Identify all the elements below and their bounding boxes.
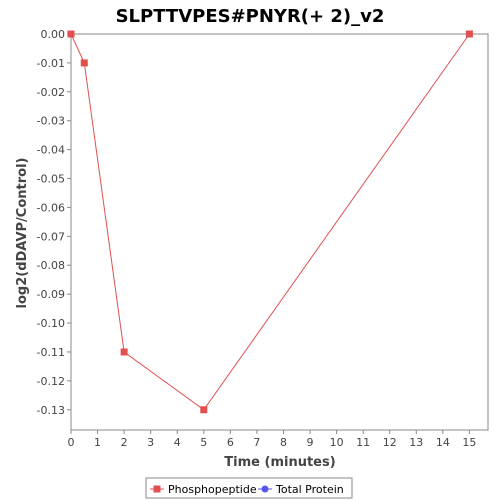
y-tick-label: -0.07: [37, 230, 65, 243]
legend: Phosphopeptide Total Protein: [145, 477, 353, 499]
x-tick-label: 6: [227, 436, 234, 449]
series-layer: [67, 30, 473, 414]
y-axis-label: log2(dDAVP/Control): [15, 158, 30, 309]
x-tick-label: 13: [409, 436, 423, 449]
data-point: [120, 348, 128, 356]
x-tick-label: 2: [121, 436, 128, 449]
x-tick-label: 11: [356, 436, 370, 449]
x-tick-label: 0: [68, 436, 75, 449]
x-tick-label: 3: [147, 436, 154, 449]
legend-marker-circle: [261, 485, 269, 493]
x-tick-label: 9: [307, 436, 314, 449]
x-tick-label: 4: [174, 436, 181, 449]
x-tick-label: 8: [280, 436, 287, 449]
legend-box: [145, 477, 353, 499]
legend-label: Phosphopeptide: [168, 483, 257, 496]
x-tick-label: 10: [330, 436, 344, 449]
y-tick-label: -0.08: [37, 259, 65, 272]
legend-label: Total Protein: [275, 483, 344, 496]
x-axis: 0 1 2 3 4 5 6 7 8 9 10 11 12 13 14 15: [68, 430, 476, 449]
y-tick-label: -0.02: [37, 86, 65, 99]
y-tick-label: -0.11: [37, 346, 65, 359]
data-point: [67, 30, 75, 38]
x-tick-label: 12: [383, 436, 397, 449]
x-tick-label: 15: [462, 436, 476, 449]
x-tick-label: 7: [253, 436, 260, 449]
y-tick-label: -0.04: [37, 144, 65, 157]
data-point: [465, 30, 473, 38]
y-tick-label: -0.06: [37, 201, 65, 214]
y-tick-label: -0.05: [37, 173, 65, 186]
data-point: [80, 59, 88, 67]
x-tick-label: 1: [94, 436, 101, 449]
y-tick-label: -0.03: [37, 115, 65, 128]
x-tick-label: 5: [200, 436, 207, 449]
y-tick-label: -0.01: [37, 57, 65, 70]
y-tick-label: 0.00: [41, 28, 66, 41]
chart-title: SLPTTVPES#PNYR(+ 2)_v2: [116, 6, 385, 27]
y-tick-label: -0.13: [37, 404, 65, 417]
y-tick-label: -0.09: [37, 288, 65, 301]
x-tick-label: 14: [436, 436, 450, 449]
y-tick-label: -0.10: [37, 317, 65, 330]
data-point: [200, 406, 208, 414]
y-axis: 0.00 -0.01 -0.02 -0.03 -0.04 -0.05 -0.06 -0.07 -…: [37, 28, 71, 417]
x-axis-label: Time (minutes): [224, 455, 335, 470]
plot-area: [70, 33, 489, 431]
legend-marker-square: [153, 485, 161, 493]
y-tick-label: -0.12: [37, 375, 65, 388]
